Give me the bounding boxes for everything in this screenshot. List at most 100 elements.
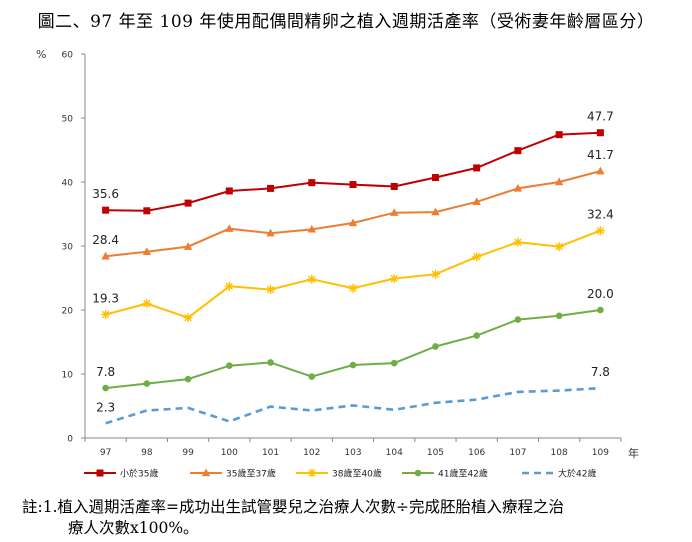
x-unit-label: 年 [628, 446, 639, 460]
data-point [390, 182, 398, 190]
x-tick-label: 109 [592, 448, 609, 458]
data-point [225, 224, 234, 232]
data-point [595, 226, 605, 236]
data-point [432, 343, 439, 350]
data-point [431, 207, 440, 216]
line-chart: % 年 0 10 20 30 40 50 60 97 98 99 100 101 102 103 104 1… [36, 48, 639, 480]
data-point [143, 207, 151, 215]
series-line [105, 309, 601, 390]
series-3 [101, 226, 605, 323]
legend-item-2: 35歲至37歲 [190, 468, 276, 480]
data-point [142, 247, 152, 255]
data-point [555, 312, 563, 320]
data-point [348, 283, 358, 293]
legend-marker [307, 468, 317, 478]
y-unit-label: % [36, 48, 46, 61]
legend: 小於35歲 35歲至37歲 38歲至40歲 41歲至42歲 大於42歲 [84, 468, 596, 480]
data-point [389, 274, 399, 284]
data-point [431, 174, 439, 182]
data-point [266, 228, 275, 237]
x-ticks: 97 98 99 100 101 102 103 104 105 106 107 108 109 [84, 438, 622, 458]
data-point [596, 166, 605, 175]
data-label: 7.8 [591, 365, 610, 379]
x-tick-label: 99 [182, 448, 194, 458]
footnote-line-2: 療人次數x100%。 [68, 519, 199, 537]
data-point [266, 285, 276, 295]
y-tick-label: 60 [62, 51, 74, 61]
data-point [307, 224, 316, 233]
data-labels: 35.6 47.7 28.4 41.7 19.3 32.4 7.8 20.0 2.3 7.8 [92, 110, 613, 415]
data-point [224, 281, 234, 291]
series-4 [102, 306, 604, 392]
data-point [597, 306, 604, 314]
data-point [596, 129, 604, 137]
data-point [390, 208, 399, 216]
legend-item-1: 小於35歲 [84, 468, 158, 480]
data-point [307, 274, 317, 284]
y-tick-label: 40 [62, 179, 74, 189]
legend-marker [414, 469, 422, 477]
x-tick-label: 98 [141, 448, 153, 458]
data-point [349, 361, 357, 369]
data-point [184, 375, 192, 383]
data-point [554, 242, 564, 252]
data-point [514, 316, 522, 323]
data-label: 19.3 [92, 291, 119, 305]
legend-label: 38歲至40歲 [332, 468, 382, 480]
x-tick-label: 105 [427, 448, 444, 458]
data-label: 28.4 [92, 233, 119, 247]
series-group [101, 129, 605, 425]
legend-marker [96, 469, 104, 477]
data-label: 35.6 [92, 187, 119, 201]
data-point [308, 179, 316, 187]
data-point [472, 197, 481, 206]
data-label: 20.0 [587, 287, 614, 301]
y-tick-label: 30 [62, 243, 74, 253]
data-label: 2.3 [96, 400, 115, 414]
y-tick-label: 10 [62, 371, 74, 381]
x-tick-label: 101 [262, 448, 279, 458]
legend-label: 大於42歲 [558, 468, 596, 480]
series-line [105, 131, 601, 212]
data-point [183, 313, 193, 323]
footnote: 註:1.植入週期活產率=成功出生試管嬰兒之治療人次數÷完成胚胎植入療程之治 療人… [22, 497, 682, 539]
data-point [226, 362, 233, 369]
series-5 [105, 386, 601, 425]
y-tick-label: 50 [62, 115, 74, 125]
series-line [105, 386, 601, 425]
data-point [472, 252, 482, 262]
data-point [390, 359, 398, 367]
series-1 [102, 129, 604, 215]
y-tick-label: 0 [67, 435, 73, 445]
data-point [184, 199, 192, 207]
data-point [102, 384, 109, 392]
chart-title: 圖二、97 年至 109 年使用配偶間精卵之植入週期活產率（受術妻年齡層區分） [37, 12, 655, 32]
x-tick-label: 104 [386, 448, 403, 458]
data-point [555, 131, 563, 139]
footnote-line-1: 註:1.植入週期活產率=成功出生試管嬰兒之治療人次數÷完成胚胎植入療程之治 [22, 498, 564, 516]
legend-item-3: 38歲至40歲 [296, 468, 382, 480]
data-point [514, 147, 522, 155]
data-point [267, 184, 275, 192]
data-point [143, 380, 151, 387]
x-tick-label: 108 [551, 448, 568, 458]
data-point [308, 373, 316, 380]
data-point [267, 359, 274, 366]
data-point [473, 164, 481, 172]
data-label: 41.7 [587, 148, 614, 162]
data-point [225, 187, 233, 195]
legend-label: 35歲至37歲 [226, 468, 276, 480]
legend-item-5: 大於42歲 [522, 468, 596, 480]
data-label: 7.8 [96, 365, 115, 379]
data-label: 32.4 [587, 208, 614, 222]
x-tick-label: 102 [303, 448, 320, 458]
x-tick-label: 100 [221, 448, 238, 458]
y-ticks: 0 10 20 30 40 50 60 [62, 51, 85, 445]
legend-marker [201, 468, 211, 477]
series-line [105, 229, 601, 319]
x-tick-label: 97 [100, 448, 111, 458]
series-2 [101, 166, 605, 260]
y-tick-label: 20 [62, 307, 74, 317]
data-point [430, 269, 440, 279]
legend-label: 小於35歲 [120, 468, 158, 480]
